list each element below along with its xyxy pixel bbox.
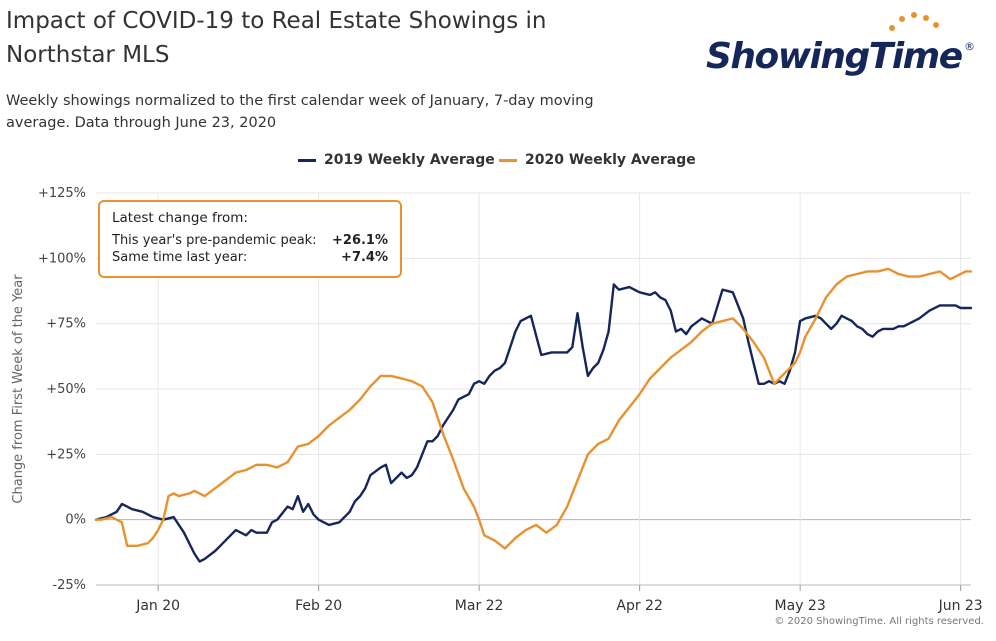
- x-tick-label: Mar 22: [455, 598, 504, 614]
- y-axis-title: Change from First Week of the Year: [11, 274, 26, 504]
- y-tick-label: 0%: [65, 513, 86, 528]
- chart-legend: 2019 Weekly Average 2020 Weekly Average: [0, 152, 996, 174]
- callout-label: Same time last year:: [112, 250, 248, 265]
- callout-value: +26.1%: [332, 233, 388, 248]
- x-tick-label: Feb 20: [295, 598, 342, 614]
- x-tick-label: May 23: [775, 598, 826, 614]
- legend-swatch-2019: [298, 158, 316, 162]
- y-tick-label: +75%: [46, 317, 86, 332]
- x-tick-label: Apr 22: [616, 598, 662, 614]
- callout-row-last-year: Same time last year: +7.4%: [112, 249, 388, 266]
- copyright-credit: © 2020 ShowingTime. All rights reserved.: [774, 616, 984, 627]
- y-tick-label: -25%: [52, 578, 86, 593]
- y-tick-label: +25%: [46, 447, 86, 462]
- series-line-2020: [94, 267, 973, 550]
- legend-label-2019: 2019 Weekly Average: [324, 152, 495, 168]
- legend-item-2020[interactable]: 2020 Weekly Average: [499, 152, 696, 168]
- series-lines: [94, 267, 973, 563]
- chart-title: Impact of COVID-19 to Real Estate Showin…: [6, 8, 547, 68]
- logo-wordmark: ShowingTime: [706, 36, 963, 77]
- x-tick-label: Jan 20: [135, 598, 180, 614]
- series-line-2019: [94, 283, 973, 563]
- callout-value: +7.4%: [341, 250, 388, 265]
- logo-dots-icon: [889, 12, 939, 31]
- legend-item-2019[interactable]: 2019 Weekly Average: [298, 152, 495, 168]
- callout-heading: Latest change from:: [112, 210, 248, 226]
- y-tick-label: +125%: [38, 186, 86, 201]
- y-tick-label: +50%: [46, 382, 86, 397]
- legend-label-2020: 2020 Weekly Average: [525, 152, 696, 168]
- y-tick-label: +100%: [38, 251, 86, 266]
- logo-registered-mark: ®: [964, 40, 975, 53]
- callout-label: This year's pre-pandemic peak:: [112, 233, 317, 248]
- x-tick-label: Jun 23: [938, 598, 983, 614]
- chart-subtitle: Weekly showings normalized to the first …: [6, 93, 594, 131]
- callout-row-peak: This year's pre-pandemic peak: +26.1%: [112, 232, 388, 249]
- legend-swatch-2020: [499, 158, 517, 162]
- latest-change-callout: Latest change from: This year's pre-pand…: [98, 200, 402, 278]
- showingtime-logo: ShowingTime ®: [706, 10, 976, 90]
- x-axis-ticks: Jan 20 Feb 20 Mar 22 Apr 22 May 23 Jun 23: [96, 584, 983, 614]
- y-axis-ticks: -25% 0% +25% +50% +75% +100% +125%: [38, 186, 86, 593]
